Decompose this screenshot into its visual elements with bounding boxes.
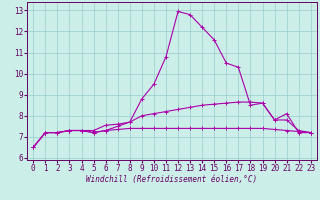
X-axis label: Windchill (Refroidissement éolien,°C): Windchill (Refroidissement éolien,°C) xyxy=(86,175,258,184)
